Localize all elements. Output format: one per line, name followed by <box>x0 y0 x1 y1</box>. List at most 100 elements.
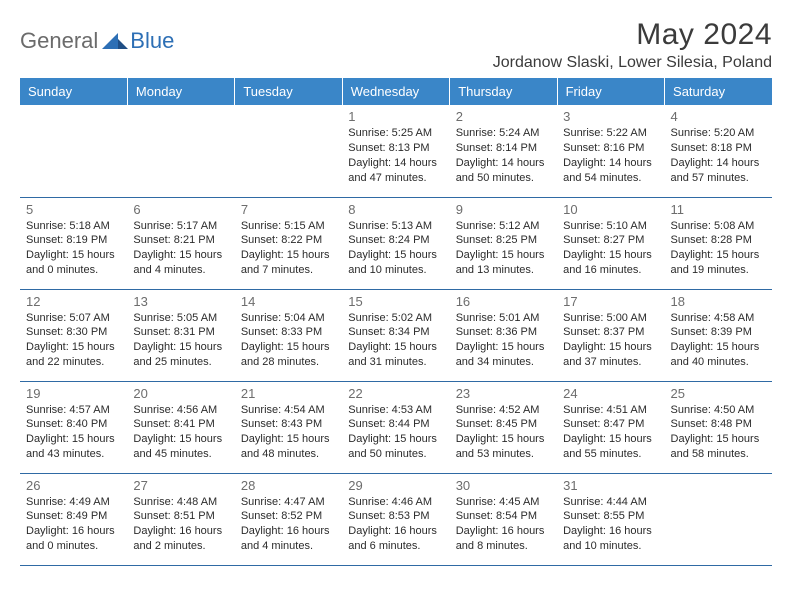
day-info-line: and 48 minutes. <box>241 447 336 462</box>
day-info-line: Sunrise: 4:58 AM <box>671 311 766 326</box>
day-info-line: Sunrise: 4:52 AM <box>456 403 551 418</box>
day-info-line: Daylight: 15 hours <box>26 248 121 263</box>
day-info-line: and 37 minutes. <box>563 355 658 370</box>
calendar-cell: 3 Sunrise: 5:22 AMSunset: 8:16 PMDaylight… <box>557 105 664 197</box>
day-number: 7 <box>241 202 336 217</box>
calendar-cell: 6Sunrise: 5:17 AMSunset: 8:21 PMDaylight… <box>127 197 234 289</box>
day-number: 25 <box>671 386 766 401</box>
brand-mark-icon <box>102 29 128 54</box>
day-info: Sunrise: 5:20 AMSunset: 8:18 PMDaylight:… <box>671 126 766 185</box>
day-header: Monday <box>127 78 234 105</box>
page-title: May 2024 <box>493 18 772 52</box>
calendar-cell: 26 Sunrise: 4:49 AMSunset: 8:49 PMDayligh… <box>20 473 127 565</box>
page-header: General Blue May 2024 Jordanow Slaski, L… <box>20 18 772 72</box>
day-number: 29 <box>348 478 443 493</box>
day-info-line: Sunrise: 5:00 AM <box>563 311 658 326</box>
day-info-line: Daylight: 15 hours <box>563 432 658 447</box>
day-info-line: Sunrise: 5:20 AM <box>671 126 766 141</box>
day-header: Sunday <box>20 78 127 105</box>
day-info-line: Daylight: 15 hours <box>671 432 766 447</box>
calendar-cell: 23Sunrise: 4:52 AMSunset: 8:45 PMDayligh… <box>450 381 557 473</box>
calendar-cell: 19 Sunrise: 4:57 AMSunset: 8:40 PMDayligh… <box>20 381 127 473</box>
day-info-line: Sunrise: 5:08 AM <box>671 219 766 234</box>
day-info-line: and 19 minutes. <box>671 263 766 278</box>
day-info: Sunrise: 4:57 AMSunset: 8:40 PMDaylight:… <box>26 403 121 462</box>
day-info-line: Sunset: 8:48 PM <box>671 417 766 432</box>
day-number: 14 <box>241 294 336 309</box>
day-info-line: Sunset: 8:34 PM <box>348 325 443 340</box>
day-info-line: and 45 minutes. <box>133 447 228 462</box>
brand-text-general: General <box>20 28 98 54</box>
day-info: Sunrise: 4:46 AMSunset: 8:53 PMDaylight:… <box>348 495 443 554</box>
calendar-cell: 14Sunrise: 5:04 AMSunset: 8:33 PMDayligh… <box>235 289 342 381</box>
day-info: Sunrise: 4:49 AMSunset: 8:49 PMDaylight:… <box>26 495 121 554</box>
day-info-line: Daylight: 15 hours <box>348 340 443 355</box>
day-info-line: and 53 minutes. <box>456 447 551 462</box>
day-number: 28 <box>241 478 336 493</box>
day-info-line: Sunrise: 5:05 AM <box>133 311 228 326</box>
day-info-line: Sunset: 8:25 PM <box>456 233 551 248</box>
day-info-line: Daylight: 16 hours <box>133 524 228 539</box>
calendar-cell: 17Sunrise: 5:00 AMSunset: 8:37 PMDayligh… <box>557 289 664 381</box>
day-number: 24 <box>563 386 658 401</box>
day-info-line: Sunset: 8:51 PM <box>133 509 228 524</box>
day-info-line: and 7 minutes. <box>241 263 336 278</box>
day-info: Sunrise: 5:07 AMSunset: 8:30 PMDaylight:… <box>26 311 121 370</box>
day-info-line: Sunrise: 4:54 AM <box>241 403 336 418</box>
day-info-line: Sunset: 8:52 PM <box>241 509 336 524</box>
calendar-cell: 16Sunrise: 5:01 AMSunset: 8:36 PMDayligh… <box>450 289 557 381</box>
day-info-line: and 43 minutes. <box>26 447 121 462</box>
day-info-line: Sunset: 8:43 PM <box>241 417 336 432</box>
day-header: Saturday <box>665 78 772 105</box>
day-info-line: Daylight: 15 hours <box>133 248 228 263</box>
day-info: Sunrise: 5:05 AMSunset: 8:31 PMDaylight:… <box>133 311 228 370</box>
day-info-line: Sunset: 8:49 PM <box>26 509 121 524</box>
day-info-line: and 47 minutes. <box>348 171 443 186</box>
day-info-line: and 40 minutes. <box>671 355 766 370</box>
day-info-line: Daylight: 15 hours <box>133 432 228 447</box>
day-info-line: Daylight: 16 hours <box>348 524 443 539</box>
calendar-cell <box>20 105 127 197</box>
calendar-cell <box>235 105 342 197</box>
day-info-line: Sunrise: 4:45 AM <box>456 495 551 510</box>
day-number: 20 <box>133 386 228 401</box>
calendar-cell: 18Sunrise: 4:58 AMSunset: 8:39 PMDayligh… <box>665 289 772 381</box>
day-header: Wednesday <box>342 78 449 105</box>
day-info: Sunrise: 5:22 AMSunset: 8:16 PMDaylight:… <box>563 126 658 185</box>
day-info-line: Sunrise: 5:18 AM <box>26 219 121 234</box>
day-number: 23 <box>456 386 551 401</box>
title-block: May 2024 Jordanow Slaski, Lower Silesia,… <box>493 18 772 72</box>
day-info-line: Daylight: 15 hours <box>456 248 551 263</box>
day-number: 18 <box>671 294 766 309</box>
day-info-line: and 2 minutes. <box>133 539 228 554</box>
day-number: 16 <box>456 294 551 309</box>
day-info: Sunrise: 5:24 AMSunset: 8:14 PMDaylight:… <box>456 126 551 185</box>
day-header: Tuesday <box>235 78 342 105</box>
calendar-body: 1Sunrise: 5:25 AMSunset: 8:13 PMDaylight… <box>20 105 772 565</box>
calendar-cell: 11Sunrise: 5:08 AMSunset: 8:28 PMDayligh… <box>665 197 772 289</box>
day-number: 26 <box>26 478 121 493</box>
day-info-line: Sunset: 8:19 PM <box>26 233 121 248</box>
day-info-line: Daylight: 15 hours <box>671 248 766 263</box>
day-info-line: Daylight: 15 hours <box>241 340 336 355</box>
brand-text-blue: Blue <box>130 28 174 54</box>
day-info-line: Sunset: 8:22 PM <box>241 233 336 248</box>
day-info-line: and 4 minutes. <box>241 539 336 554</box>
day-info: Sunrise: 5:18 AMSunset: 8:19 PMDaylight:… <box>26 219 121 278</box>
day-info-line: Sunset: 8:44 PM <box>348 417 443 432</box>
calendar-cell: 5Sunrise: 5:18 AMSunset: 8:19 PMDaylight… <box>20 197 127 289</box>
day-number: 8 <box>348 202 443 217</box>
day-info-line: Sunset: 8:36 PM <box>456 325 551 340</box>
day-info: Sunrise: 4:51 AMSunset: 8:47 PMDaylight:… <box>563 403 658 462</box>
day-number: 19 <box>26 386 121 401</box>
calendar-cell: 24 Sunrise: 4:51 AMSunset: 8:47 PMDayligh… <box>557 381 664 473</box>
day-info-line: Daylight: 15 hours <box>456 432 551 447</box>
day-info-line: and 8 minutes. <box>456 539 551 554</box>
day-info-line: and 16 minutes. <box>563 263 658 278</box>
day-info-line: Sunrise: 4:53 AM <box>348 403 443 418</box>
day-info: Sunrise: 4:56 AMSunset: 8:41 PMDaylight:… <box>133 403 228 462</box>
day-info-line: and 0 minutes. <box>26 263 121 278</box>
day-info-line: Sunset: 8:31 PM <box>133 325 228 340</box>
day-info-line: Sunset: 8:16 PM <box>563 141 658 156</box>
day-number: 3 <box>563 109 658 124</box>
